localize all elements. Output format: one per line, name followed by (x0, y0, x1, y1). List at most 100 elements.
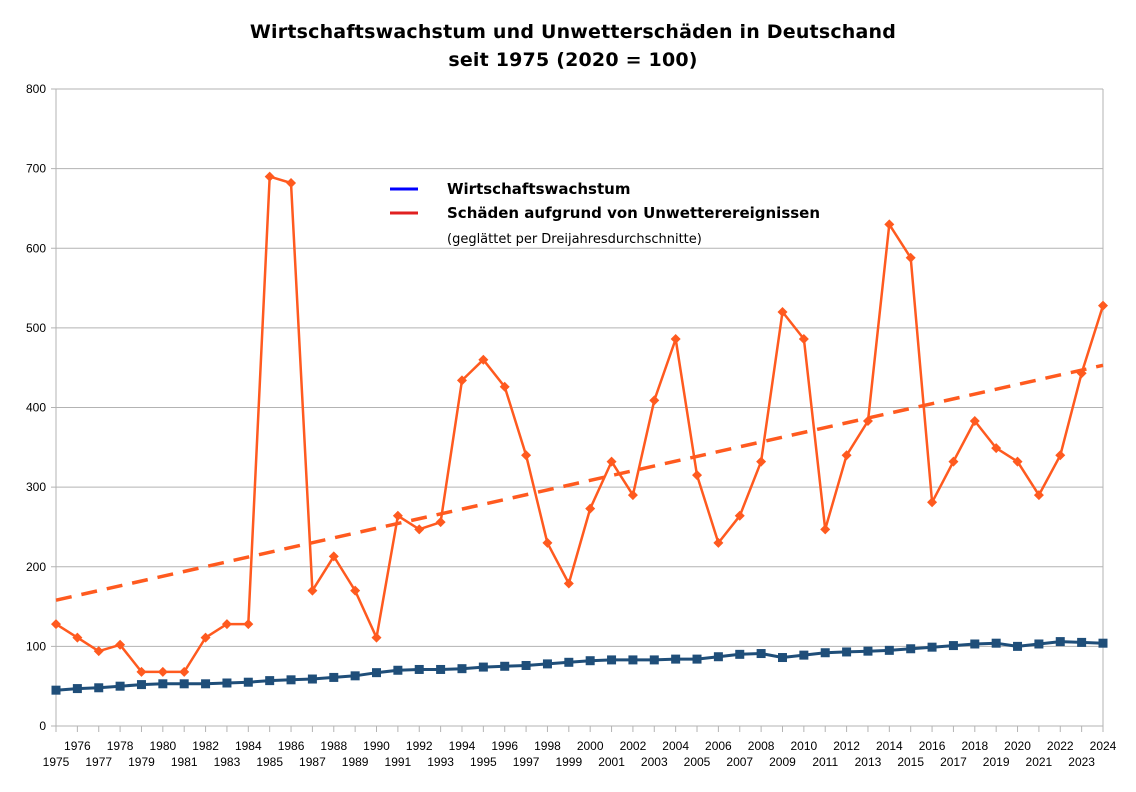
point-schaeden (93, 646, 104, 657)
point-schaeden (884, 219, 895, 230)
x-tick-label: 1983 (214, 755, 241, 769)
point-wirtschaftswachstum (671, 654, 681, 664)
point-schaeden (478, 354, 489, 365)
point-wirtschaftswachstum (863, 646, 873, 656)
x-tick-label: 2011 (812, 755, 838, 769)
point-schaeden (307, 585, 318, 596)
y-tick-label: 100 (26, 639, 46, 653)
x-tick-label: 2018 (961, 739, 988, 753)
x-tick-label: 1993 (427, 755, 454, 769)
legend: Wirtschaftswachstum Schäden aufgrund von… (390, 180, 820, 247)
point-schaeden (862, 416, 873, 427)
x-tick-label: 2013 (855, 755, 882, 769)
x-tick-label: 2022 (1047, 739, 1074, 753)
point-schaeden (1076, 368, 1087, 379)
x-tick-label: 1985 (256, 755, 283, 769)
point-schaeden (456, 375, 467, 386)
point-schaeden (991, 443, 1002, 454)
point-schaeden (350, 585, 361, 596)
x-tick-label: 2012 (833, 739, 860, 753)
point-wirtschaftswachstum (1034, 639, 1044, 649)
x-tick-label: 1989 (342, 755, 369, 769)
point-schaeden (328, 551, 339, 562)
point-wirtschaftswachstum (286, 675, 296, 685)
x-tick-label: 1977 (85, 755, 112, 769)
point-wirtschaftswachstum (777, 653, 787, 663)
point-wirtschaftswachstum (500, 661, 510, 671)
x-tick-label: 2009 (769, 755, 796, 769)
x-tick-label: 1991 (385, 755, 412, 769)
point-schaeden (1033, 490, 1044, 501)
y-tick-label: 700 (26, 162, 46, 176)
gridlines (51, 88, 1104, 732)
point-wirtschaftswachstum (884, 645, 894, 655)
point-wirtschaftswachstum (243, 677, 253, 687)
series (51, 171, 1108, 695)
x-tick-label: 2024 (1090, 739, 1117, 753)
x-tick-label: 1994 (449, 739, 476, 753)
point-wirtschaftswachstum (948, 641, 958, 651)
point-schaeden (969, 416, 980, 427)
x-tick-label: 2000 (577, 739, 604, 753)
x-tick-label: 1987 (299, 755, 326, 769)
point-wirtschaftswachstum (1098, 638, 1108, 648)
y-tick-label: 500 (26, 321, 46, 335)
point-wirtschaftswachstum (521, 660, 531, 670)
point-wirtschaftswachstum (329, 672, 339, 682)
point-schaeden (777, 306, 788, 317)
point-wirtschaftswachstum (115, 681, 125, 691)
point-wirtschaftswachstum (927, 642, 937, 652)
point-wirtschaftswachstum (628, 655, 638, 665)
x-tick-label: 1988 (320, 739, 347, 753)
y-tick-label: 600 (26, 241, 46, 255)
point-wirtschaftswachstum (991, 638, 1001, 648)
point-schaeden (542, 537, 553, 548)
point-wirtschaftswachstum (970, 639, 980, 649)
x-tick-label: 2010 (791, 739, 818, 753)
point-wirtschaftswachstum (799, 650, 809, 660)
x-tick-label: 2003 (641, 755, 668, 769)
point-wirtschaftswachstum (1013, 641, 1023, 651)
x-tick-label: 2021 (1026, 755, 1053, 769)
y-tick-label: 400 (26, 401, 46, 415)
point-schaeden (136, 666, 147, 677)
point-schaeden (820, 524, 831, 535)
point-schaeden (286, 177, 297, 188)
series-schaeden-line (55, 175, 1105, 674)
point-wirtschaftswachstum (222, 678, 232, 688)
point-wirtschaftswachstum (51, 685, 61, 695)
y-tick-label: 300 (26, 480, 46, 494)
point-wirtschaftswachstum (350, 671, 360, 681)
x-tick-label: 2015 (897, 755, 924, 769)
point-wirtschaftswachstum (393, 665, 403, 675)
point-wirtschaftswachstum (564, 657, 574, 667)
point-schaeden (1055, 450, 1066, 461)
legend-label-schaeden: Schäden aufgrund von Unwetterereignissen (447, 204, 820, 222)
point-wirtschaftswachstum (542, 659, 552, 669)
point-wirtschaftswachstum (201, 679, 211, 689)
point-schaeden (563, 578, 574, 589)
point-schaeden (927, 497, 938, 508)
chart-title: Wirtschaftswachstum und Unwetterschäden … (0, 18, 1136, 74)
point-wirtschaftswachstum (158, 679, 168, 689)
point-wirtschaftswachstum (756, 649, 766, 659)
point-wirtschaftswachstum (478, 662, 488, 672)
point-wirtschaftswachstum (692, 654, 702, 664)
point-schaeden (435, 517, 446, 528)
x-tick-label: 1998 (534, 739, 561, 753)
point-wirtschaftswachstum (72, 684, 82, 694)
x-tick-label: 1997 (513, 755, 540, 769)
chart-subtitle: seit 1975 (2020 = 100) (448, 49, 698, 71)
point-schaeden (841, 450, 852, 461)
point-schaeden (1098, 300, 1108, 311)
point-schaeden (243, 619, 254, 630)
x-tick-label: 2020 (1004, 739, 1031, 753)
point-schaeden (756, 456, 767, 467)
point-schaeden (948, 456, 959, 467)
point-wirtschaftswachstum (136, 680, 146, 690)
point-wirtschaftswachstum (265, 676, 275, 686)
point-schaeden (371, 632, 382, 643)
x-tick-label: 1999 (555, 755, 582, 769)
x-tick-label: 2001 (598, 755, 625, 769)
x-tick-label: 1975 (43, 755, 70, 769)
